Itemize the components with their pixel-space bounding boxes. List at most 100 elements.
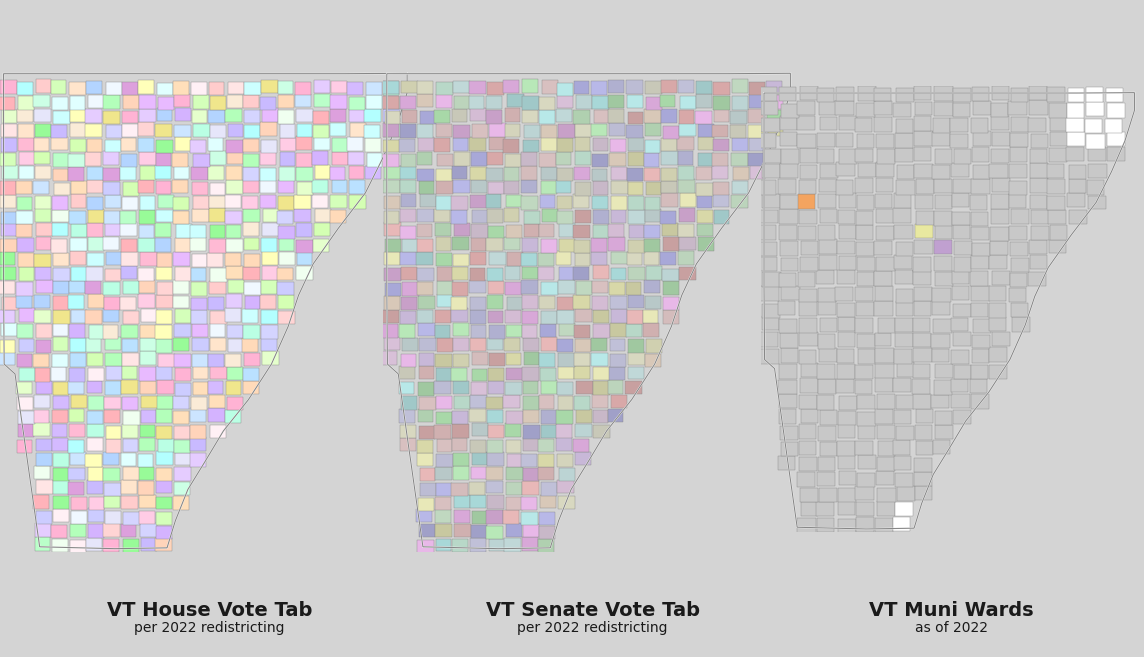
Bar bbox=[627, 95, 643, 108]
Bar bbox=[506, 195, 522, 208]
Bar bbox=[138, 210, 154, 223]
Bar bbox=[453, 254, 469, 266]
Bar bbox=[35, 439, 51, 451]
Bar bbox=[819, 179, 837, 193]
Bar bbox=[105, 252, 122, 265]
Bar bbox=[954, 149, 971, 164]
Bar bbox=[713, 153, 728, 166]
Bar bbox=[416, 453, 432, 466]
Bar bbox=[915, 102, 932, 115]
Bar bbox=[801, 409, 818, 423]
Bar bbox=[138, 511, 156, 524]
Bar bbox=[399, 139, 415, 152]
Bar bbox=[991, 210, 1009, 223]
Bar bbox=[88, 367, 104, 381]
Bar bbox=[1105, 119, 1122, 133]
Bar bbox=[1, 124, 17, 137]
Bar bbox=[279, 152, 295, 166]
Bar bbox=[839, 116, 857, 130]
Bar bbox=[972, 87, 990, 101]
Bar bbox=[486, 267, 503, 281]
Bar bbox=[817, 503, 834, 516]
Bar bbox=[974, 131, 992, 146]
Bar bbox=[626, 125, 643, 138]
Bar bbox=[470, 309, 486, 323]
Bar bbox=[819, 239, 836, 254]
Bar bbox=[1066, 147, 1085, 161]
Bar bbox=[209, 196, 225, 208]
Bar bbox=[1010, 133, 1028, 147]
Bar bbox=[857, 302, 874, 316]
Bar bbox=[156, 166, 172, 179]
Bar bbox=[697, 81, 712, 94]
Bar bbox=[856, 211, 873, 225]
Bar bbox=[140, 495, 156, 508]
Bar bbox=[191, 310, 207, 324]
Bar bbox=[1, 139, 17, 152]
Bar bbox=[954, 241, 972, 256]
Bar bbox=[419, 524, 435, 537]
Bar bbox=[523, 524, 539, 537]
Bar bbox=[818, 426, 836, 441]
Bar bbox=[839, 193, 856, 208]
Bar bbox=[762, 194, 780, 208]
Text: per 2022 redistricting: per 2022 redistricting bbox=[134, 621, 285, 635]
Bar bbox=[469, 96, 484, 109]
Bar bbox=[915, 486, 932, 501]
Bar bbox=[858, 86, 876, 101]
Bar bbox=[1009, 147, 1027, 162]
Bar bbox=[953, 103, 970, 117]
Bar bbox=[874, 101, 892, 115]
Bar bbox=[349, 109, 365, 122]
Bar bbox=[89, 497, 104, 510]
Bar bbox=[914, 164, 932, 178]
Bar bbox=[768, 95, 784, 109]
Bar bbox=[16, 382, 32, 394]
Bar bbox=[190, 225, 206, 238]
Bar bbox=[50, 239, 67, 252]
Bar bbox=[490, 123, 506, 137]
Bar bbox=[279, 238, 294, 251]
Bar bbox=[173, 296, 189, 308]
Bar bbox=[628, 152, 644, 166]
Bar bbox=[1066, 103, 1085, 118]
Bar bbox=[797, 116, 816, 131]
Bar bbox=[760, 332, 778, 346]
Bar bbox=[53, 338, 69, 351]
Bar bbox=[121, 138, 136, 151]
Bar bbox=[780, 195, 799, 209]
Bar bbox=[0, 310, 15, 323]
Bar bbox=[573, 267, 589, 280]
Bar bbox=[470, 440, 486, 453]
Bar bbox=[156, 181, 172, 194]
Bar bbox=[855, 365, 873, 379]
Bar bbox=[208, 395, 225, 408]
Bar bbox=[877, 319, 895, 333]
Bar bbox=[121, 325, 137, 338]
Bar bbox=[1031, 134, 1048, 148]
Bar bbox=[51, 125, 67, 137]
Bar bbox=[573, 110, 590, 124]
Bar bbox=[420, 194, 436, 208]
Bar bbox=[173, 180, 188, 193]
Bar bbox=[418, 210, 434, 222]
Bar bbox=[662, 310, 680, 323]
Bar bbox=[53, 410, 69, 423]
Bar bbox=[121, 239, 137, 252]
Bar bbox=[141, 409, 157, 423]
Bar bbox=[436, 253, 452, 266]
Bar bbox=[611, 395, 627, 408]
Bar bbox=[313, 223, 329, 237]
Bar bbox=[935, 380, 952, 395]
Bar bbox=[539, 454, 554, 467]
Bar bbox=[70, 238, 87, 252]
Bar bbox=[835, 101, 853, 115]
Bar bbox=[1067, 88, 1085, 102]
Bar bbox=[156, 325, 172, 338]
Bar bbox=[714, 139, 729, 151]
Bar bbox=[836, 240, 855, 254]
Bar bbox=[837, 487, 856, 501]
Bar bbox=[680, 122, 696, 137]
Bar bbox=[209, 225, 225, 238]
Bar bbox=[557, 211, 573, 224]
